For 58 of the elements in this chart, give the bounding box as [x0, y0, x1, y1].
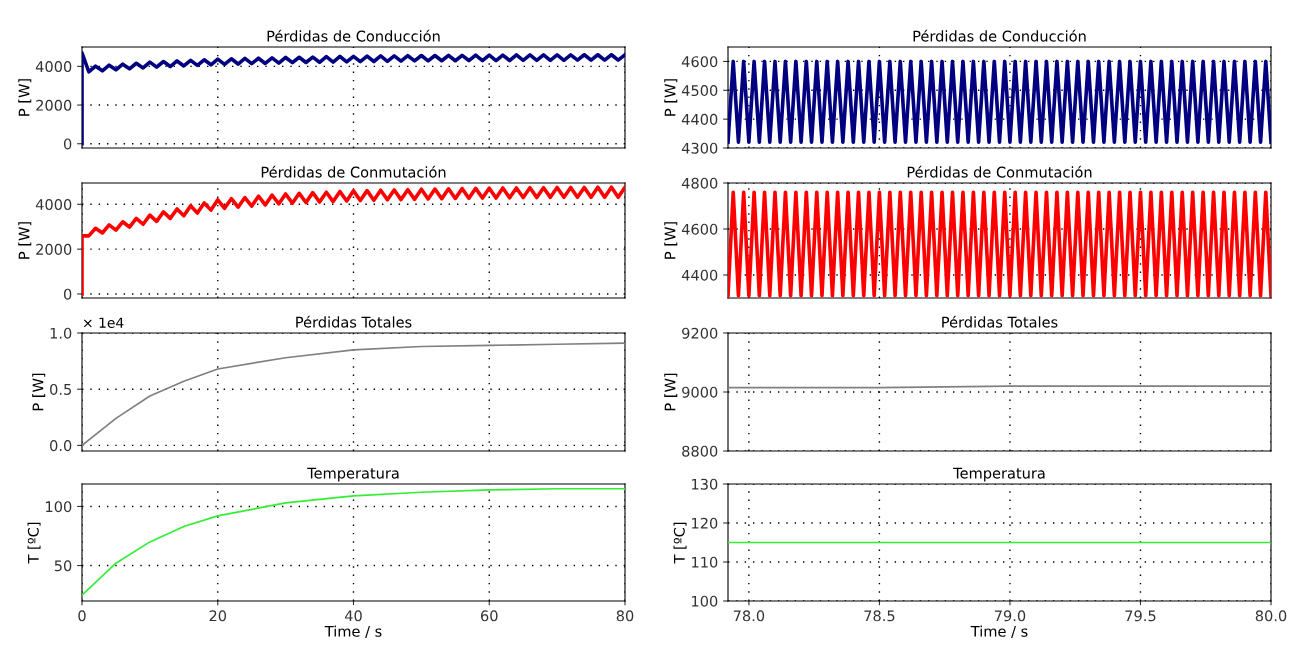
y-axis-title: P [W] — [664, 373, 678, 411]
y-axis-title: P [W] — [664, 222, 678, 259]
y-tick-label: 4000 — [35, 61, 72, 73]
y-tick-label: 4000 — [35, 199, 72, 211]
line-series — [82, 185, 625, 296]
y-tick-label: 0 — [63, 138, 72, 150]
x-tick-label: 78.0 — [733, 610, 765, 622]
x-tick-label: 80.0 — [1255, 610, 1287, 622]
x-tick-label: 40 — [344, 610, 362, 622]
y-tick-label: 0.5 — [50, 383, 71, 395]
y-tick-label: 4600 — [681, 56, 718, 68]
y-tick-label: 130 — [692, 478, 718, 490]
y-tick-label: 4400 — [681, 269, 718, 281]
chart-title: Pérdidas de Conducción — [913, 29, 1086, 42]
text: × 1e4 — [83, 317, 124, 328]
y-tick-label: 9200 — [682, 327, 718, 339]
y-axis-title: P [W] — [32, 373, 46, 411]
y-tick-label: 4500 — [681, 85, 718, 97]
x-tick-label: 0 — [78, 610, 86, 622]
y-axis-title: P [W] — [664, 79, 678, 116]
y-tick-label: 4400 — [681, 113, 718, 125]
chart-title: Temperatura — [307, 467, 399, 482]
x-tick-label: 79.5 — [1125, 610, 1156, 622]
chart-title: Pérdidas de Conducción — [267, 29, 440, 42]
x-axis-title: Time / s — [324, 625, 382, 638]
x-tick-label: 78.5 — [864, 610, 895, 622]
y-tick-label: 50 — [54, 560, 72, 572]
y-tick-label: 100 — [46, 501, 72, 513]
chart-title: Pérdidas Totales — [296, 315, 412, 328]
y-axis-title: T [ºC] — [673, 522, 687, 564]
y-tick-label: 4800 — [681, 177, 718, 189]
line-series — [82, 487, 625, 596]
y-axis-title: P [W] — [18, 222, 32, 259]
x-tick-label: 80 — [616, 610, 634, 622]
y-tick-label: 4600 — [681, 223, 718, 235]
y-tick-label: 2000 — [36, 99, 72, 111]
y-tick-label: 0.0 — [50, 440, 72, 452]
y-tick-label: 4300 — [681, 142, 718, 154]
chart-title: Pérdidas de Conmutación — [907, 165, 1092, 178]
x-tick-label: 79.0 — [994, 610, 1026, 622]
chart-title: Pérdidas Totales — [942, 315, 1058, 328]
y-tick-label: 9000 — [682, 386, 718, 398]
x-tick-label: 60 — [480, 610, 498, 622]
line-series — [82, 50, 625, 146]
y-tick-label: 120 — [692, 517, 718, 529]
x-axis-title: Time / s — [970, 625, 1028, 638]
x-tick-label: 20 — [209, 610, 227, 622]
y-tick-label: 0 — [63, 288, 72, 300]
y-tick-label: 1.0 — [50, 327, 72, 339]
y-axis-title: P [W] — [18, 79, 32, 116]
y-tick-label: 8800 — [682, 445, 718, 457]
y-tick-label: 100 — [692, 595, 718, 607]
line-series — [82, 342, 625, 447]
y-tick-label: 2000 — [36, 243, 72, 255]
chart-title: Pérdidas de Conmutación — [261, 165, 446, 178]
y-axis-title: T [ºC] — [27, 522, 41, 564]
y-tick-label: 110 — [692, 556, 718, 568]
chart-title: Temperatura — [953, 467, 1045, 482]
